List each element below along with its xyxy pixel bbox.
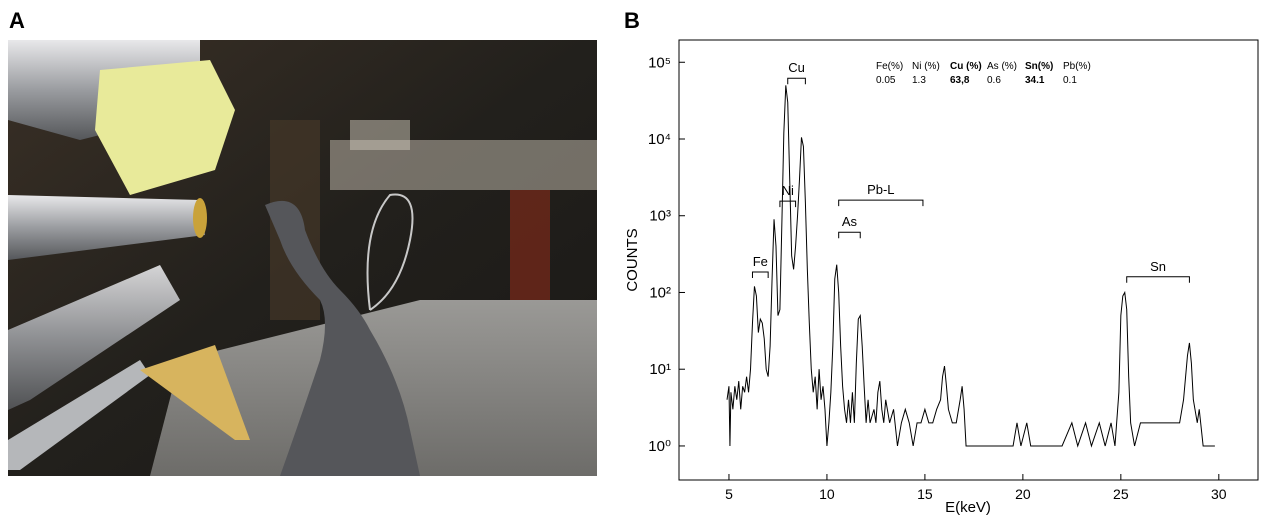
y-tick-label: 10⁰ xyxy=(648,438,671,455)
annotation-bracket xyxy=(751,271,769,278)
y-tick-label: 10² xyxy=(649,284,671,301)
y-axis-label: COUNTS xyxy=(624,228,641,291)
composition-header: As (%) xyxy=(987,61,1017,72)
y-tick-label: 10³ xyxy=(649,208,671,225)
composition-value: 63,8 xyxy=(950,75,970,86)
annotation-bracket xyxy=(838,231,861,239)
composition-value: 0.05 xyxy=(876,75,896,86)
annotation-label: Fe xyxy=(753,254,768,269)
annotation-label: Pb-L xyxy=(867,182,894,197)
photo xyxy=(8,40,597,476)
composition-header: Pb(%) xyxy=(1063,61,1091,72)
annotation-bracket xyxy=(838,199,924,207)
annotation-label: As xyxy=(842,214,858,229)
panel-label: A xyxy=(9,8,25,33)
composition-header: Ni (%) xyxy=(912,61,940,72)
composition-value: 1.3 xyxy=(912,75,926,86)
composition-header: Fe(%) xyxy=(876,61,903,72)
annotation-label: Ni xyxy=(782,183,794,198)
annotation-bracket xyxy=(787,77,806,85)
spectrum-line xyxy=(726,85,1215,448)
annotation-label: Sn xyxy=(1150,259,1166,274)
x-tick-label: 25 xyxy=(1113,486,1129,502)
annotation-bracket xyxy=(779,200,797,208)
y-tick-label: 10⁴ xyxy=(648,131,671,148)
y-tick-label: 10¹ xyxy=(649,361,671,378)
x-axis-label: E(keV) xyxy=(945,499,991,516)
plot-frame xyxy=(678,39,1259,481)
y-tick-label: 10⁵ xyxy=(648,54,671,71)
x-tick-label: 5 xyxy=(725,486,733,502)
composition-value: 34.1 xyxy=(1025,75,1045,86)
annotation-label: Cu xyxy=(788,60,805,75)
x-tick-label: 30 xyxy=(1211,486,1227,502)
composition-header: Cu (%) xyxy=(950,61,982,72)
annotation-bracket xyxy=(1126,276,1190,283)
panel-label: B xyxy=(624,8,640,33)
composition-value: 0.1 xyxy=(1063,75,1077,86)
composition-header: Sn(%) xyxy=(1025,61,1053,72)
composition-value: 0.6 xyxy=(987,75,1001,86)
x-tick-label: 20 xyxy=(1015,486,1031,502)
x-tick-label: 15 xyxy=(917,486,933,502)
x-tick-label: 10 xyxy=(819,486,835,502)
